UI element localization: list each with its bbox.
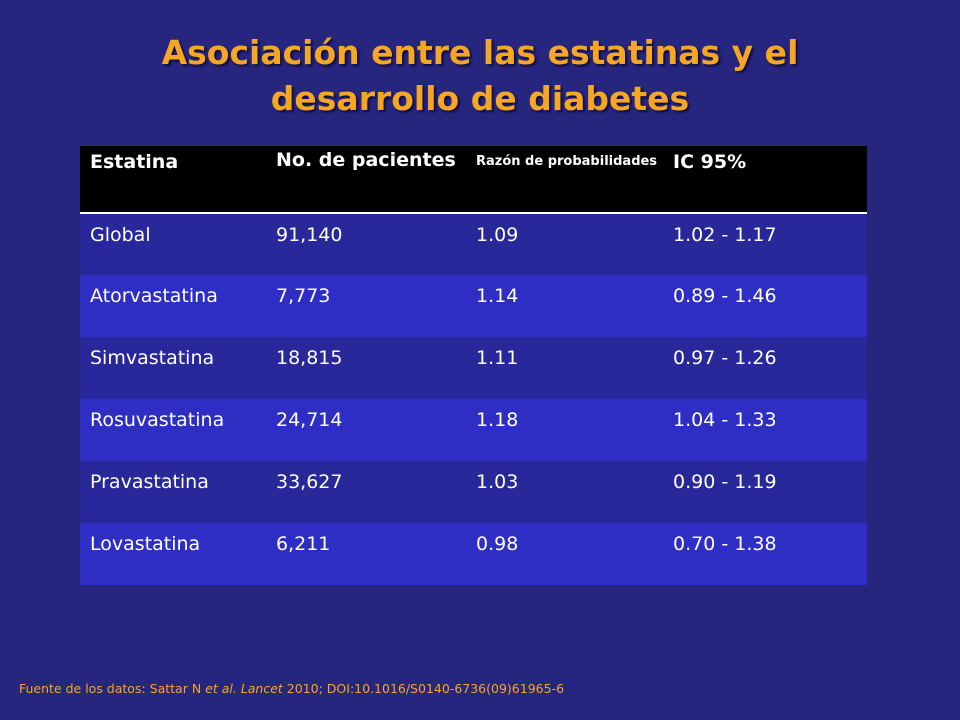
table-row: Global 91,140 1.09 1.02 - 1.17 [80, 213, 867, 275]
cell-ic: 0.70 - 1.38 [673, 533, 777, 555]
cell-estatina: Global [90, 224, 151, 246]
header-razon-probabilidades: Razón de probabilidades [466, 146, 663, 214]
source-prefix: Fuente de los datos: Sattar N [19, 681, 206, 696]
cell-razon: 1.18 [476, 409, 519, 431]
source-suffix: 2010; DOI:10.1016/S0140-6736(09)61965-6 [282, 681, 565, 696]
table-row: Lovastatina 6,211 0.98 0.70 - 1.38 [80, 523, 867, 585]
cell-estatina: Lovastatina [90, 533, 201, 555]
source-journal: Lancet [240, 681, 283, 696]
table-row: Pravastatina 33,627 1.03 0.90 - 1.19 [80, 461, 867, 523]
cell-ic: 1.04 - 1.33 [673, 409, 777, 431]
cell-ic: 0.97 - 1.26 [673, 347, 777, 369]
table-row: Simvastatina 18,815 1.11 0.97 - 1.26 [80, 337, 867, 399]
table-row: Atorvastatina 7,773 1.14 0.89 - 1.46 [80, 275, 867, 337]
table-row: Rosuvastatina 24,714 1.18 1.04 - 1.33 [80, 399, 867, 461]
cell-estatina: Rosuvastatina [90, 409, 225, 431]
source-etal: et al. [205, 681, 237, 696]
cell-estatina: Atorvastatina [90, 285, 218, 307]
cell-pacientes: 91,140 [276, 224, 343, 246]
header-no-pacientes: No. de pacientes [266, 146, 466, 214]
cell-razon: 1.11 [476, 347, 519, 369]
title-line-2: desarrollo de diabetes [270, 79, 690, 118]
header-ic95: IC 95% [663, 146, 867, 214]
cell-pacientes: 6,211 [276, 533, 331, 555]
table-header-row: Estatina No. de pacientes Razón de proba… [80, 146, 867, 214]
cell-pacientes: 18,815 [276, 347, 343, 369]
cell-estatina: Pravastatina [90, 471, 209, 493]
cell-ic: 0.89 - 1.46 [673, 285, 777, 307]
statins-table: Estatina No. de pacientes Razón de proba… [80, 146, 867, 585]
source-citation: Fuente de los datos: Sattar N et al. Lan… [19, 681, 564, 696]
cell-razon: 0.98 [476, 533, 519, 555]
cell-razon: 1.03 [476, 471, 519, 493]
cell-ic: 1.02 - 1.17 [673, 224, 777, 246]
title-line-1: Asociación entre las estatinas y el [161, 33, 799, 72]
cell-pacientes: 7,773 [276, 285, 331, 307]
cell-razon: 1.14 [476, 285, 519, 307]
cell-estatina: Simvastatina [90, 347, 215, 369]
header-estatina: Estatina [80, 146, 266, 214]
cell-razon: 1.09 [476, 224, 519, 246]
cell-ic: 0.90 - 1.19 [673, 471, 777, 493]
slide-title: Asociación entre las estatinas y el desa… [0, 30, 960, 122]
cell-pacientes: 33,627 [276, 471, 343, 493]
cell-pacientes: 24,714 [276, 409, 343, 431]
